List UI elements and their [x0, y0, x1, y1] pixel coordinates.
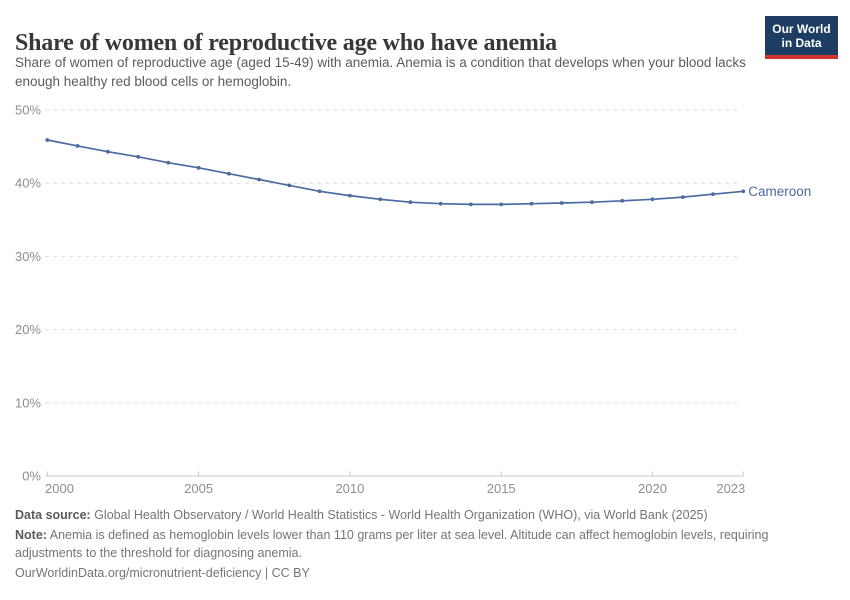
- y-tick-label: 50%: [15, 103, 41, 118]
- x-tick-label: 2005: [184, 481, 213, 496]
- data-point[interactable]: [559, 201, 564, 205]
- logo-text-line2: in Data: [781, 35, 822, 50]
- citation-line[interactable]: OurWorldinData.org/micronutrient-deficie…: [15, 566, 310, 580]
- data-source-text: Global Health Observatory / World Health…: [90, 508, 708, 522]
- note-label: Note:: [15, 528, 47, 542]
- x-tick-label: 2023: [716, 481, 745, 496]
- data-point[interactable]: [711, 192, 715, 197]
- x-tick-label: 2015: [487, 481, 516, 496]
- data-point[interactable]: [590, 200, 594, 205]
- data-point[interactable]: [105, 149, 110, 154]
- y-tick-label: 30%: [15, 249, 41, 264]
- data-point[interactable]: [680, 195, 685, 200]
- data-point[interactable]: [378, 197, 383, 202]
- chart-title: Share of women of reproductive age who h…: [15, 30, 557, 57]
- data-point[interactable]: [166, 160, 171, 165]
- data-point[interactable]: [529, 201, 534, 206]
- x-tick-label: 2010: [335, 481, 364, 496]
- data-point[interactable]: [650, 197, 655, 202]
- data-point[interactable]: [348, 193, 352, 198]
- data-point[interactable]: [741, 189, 746, 194]
- data-point[interactable]: [469, 202, 473, 207]
- data-point[interactable]: [438, 201, 443, 206]
- y-tick-label: 20%: [15, 322, 41, 337]
- y-tick-label: 40%: [15, 176, 41, 191]
- data-source-line: Data source: Global Health Observatory /…: [15, 507, 805, 525]
- owid-logo[interactable]: Our World in Data: [765, 16, 838, 59]
- series-line[interactable]: [46, 139, 745, 206]
- data-point[interactable]: [499, 202, 504, 207]
- data-point[interactable]: [75, 144, 80, 148]
- data-point[interactable]: [136, 154, 141, 159]
- data-point[interactable]: [257, 177, 261, 182]
- note-line: Note: Anemia is defined as hemoglobin le…: [15, 527, 805, 562]
- data-point[interactable]: [227, 171, 231, 176]
- y-tick-label: 10%: [15, 395, 41, 410]
- data-source-label: Data source:: [15, 508, 91, 522]
- data-point[interactable]: [408, 200, 413, 205]
- note-text: Anemia is defined as hemoglobin levels l…: [15, 528, 769, 560]
- series-end-label: Cameroon: [748, 184, 811, 199]
- data-point[interactable]: [287, 183, 292, 188]
- data-point[interactable]: [45, 138, 50, 142]
- data-point[interactable]: [196, 165, 201, 170]
- x-tick-label: 2020: [638, 481, 667, 496]
- chart-subtitle: Share of women of reproductive age (aged…: [15, 55, 746, 89]
- data-point[interactable]: [620, 198, 625, 203]
- data-point[interactable]: [317, 189, 322, 194]
- logo-text-line1: Our World: [772, 21, 831, 36]
- y-tick-label: 0%: [22, 469, 41, 484]
- x-tick-label: 2000: [45, 481, 74, 496]
